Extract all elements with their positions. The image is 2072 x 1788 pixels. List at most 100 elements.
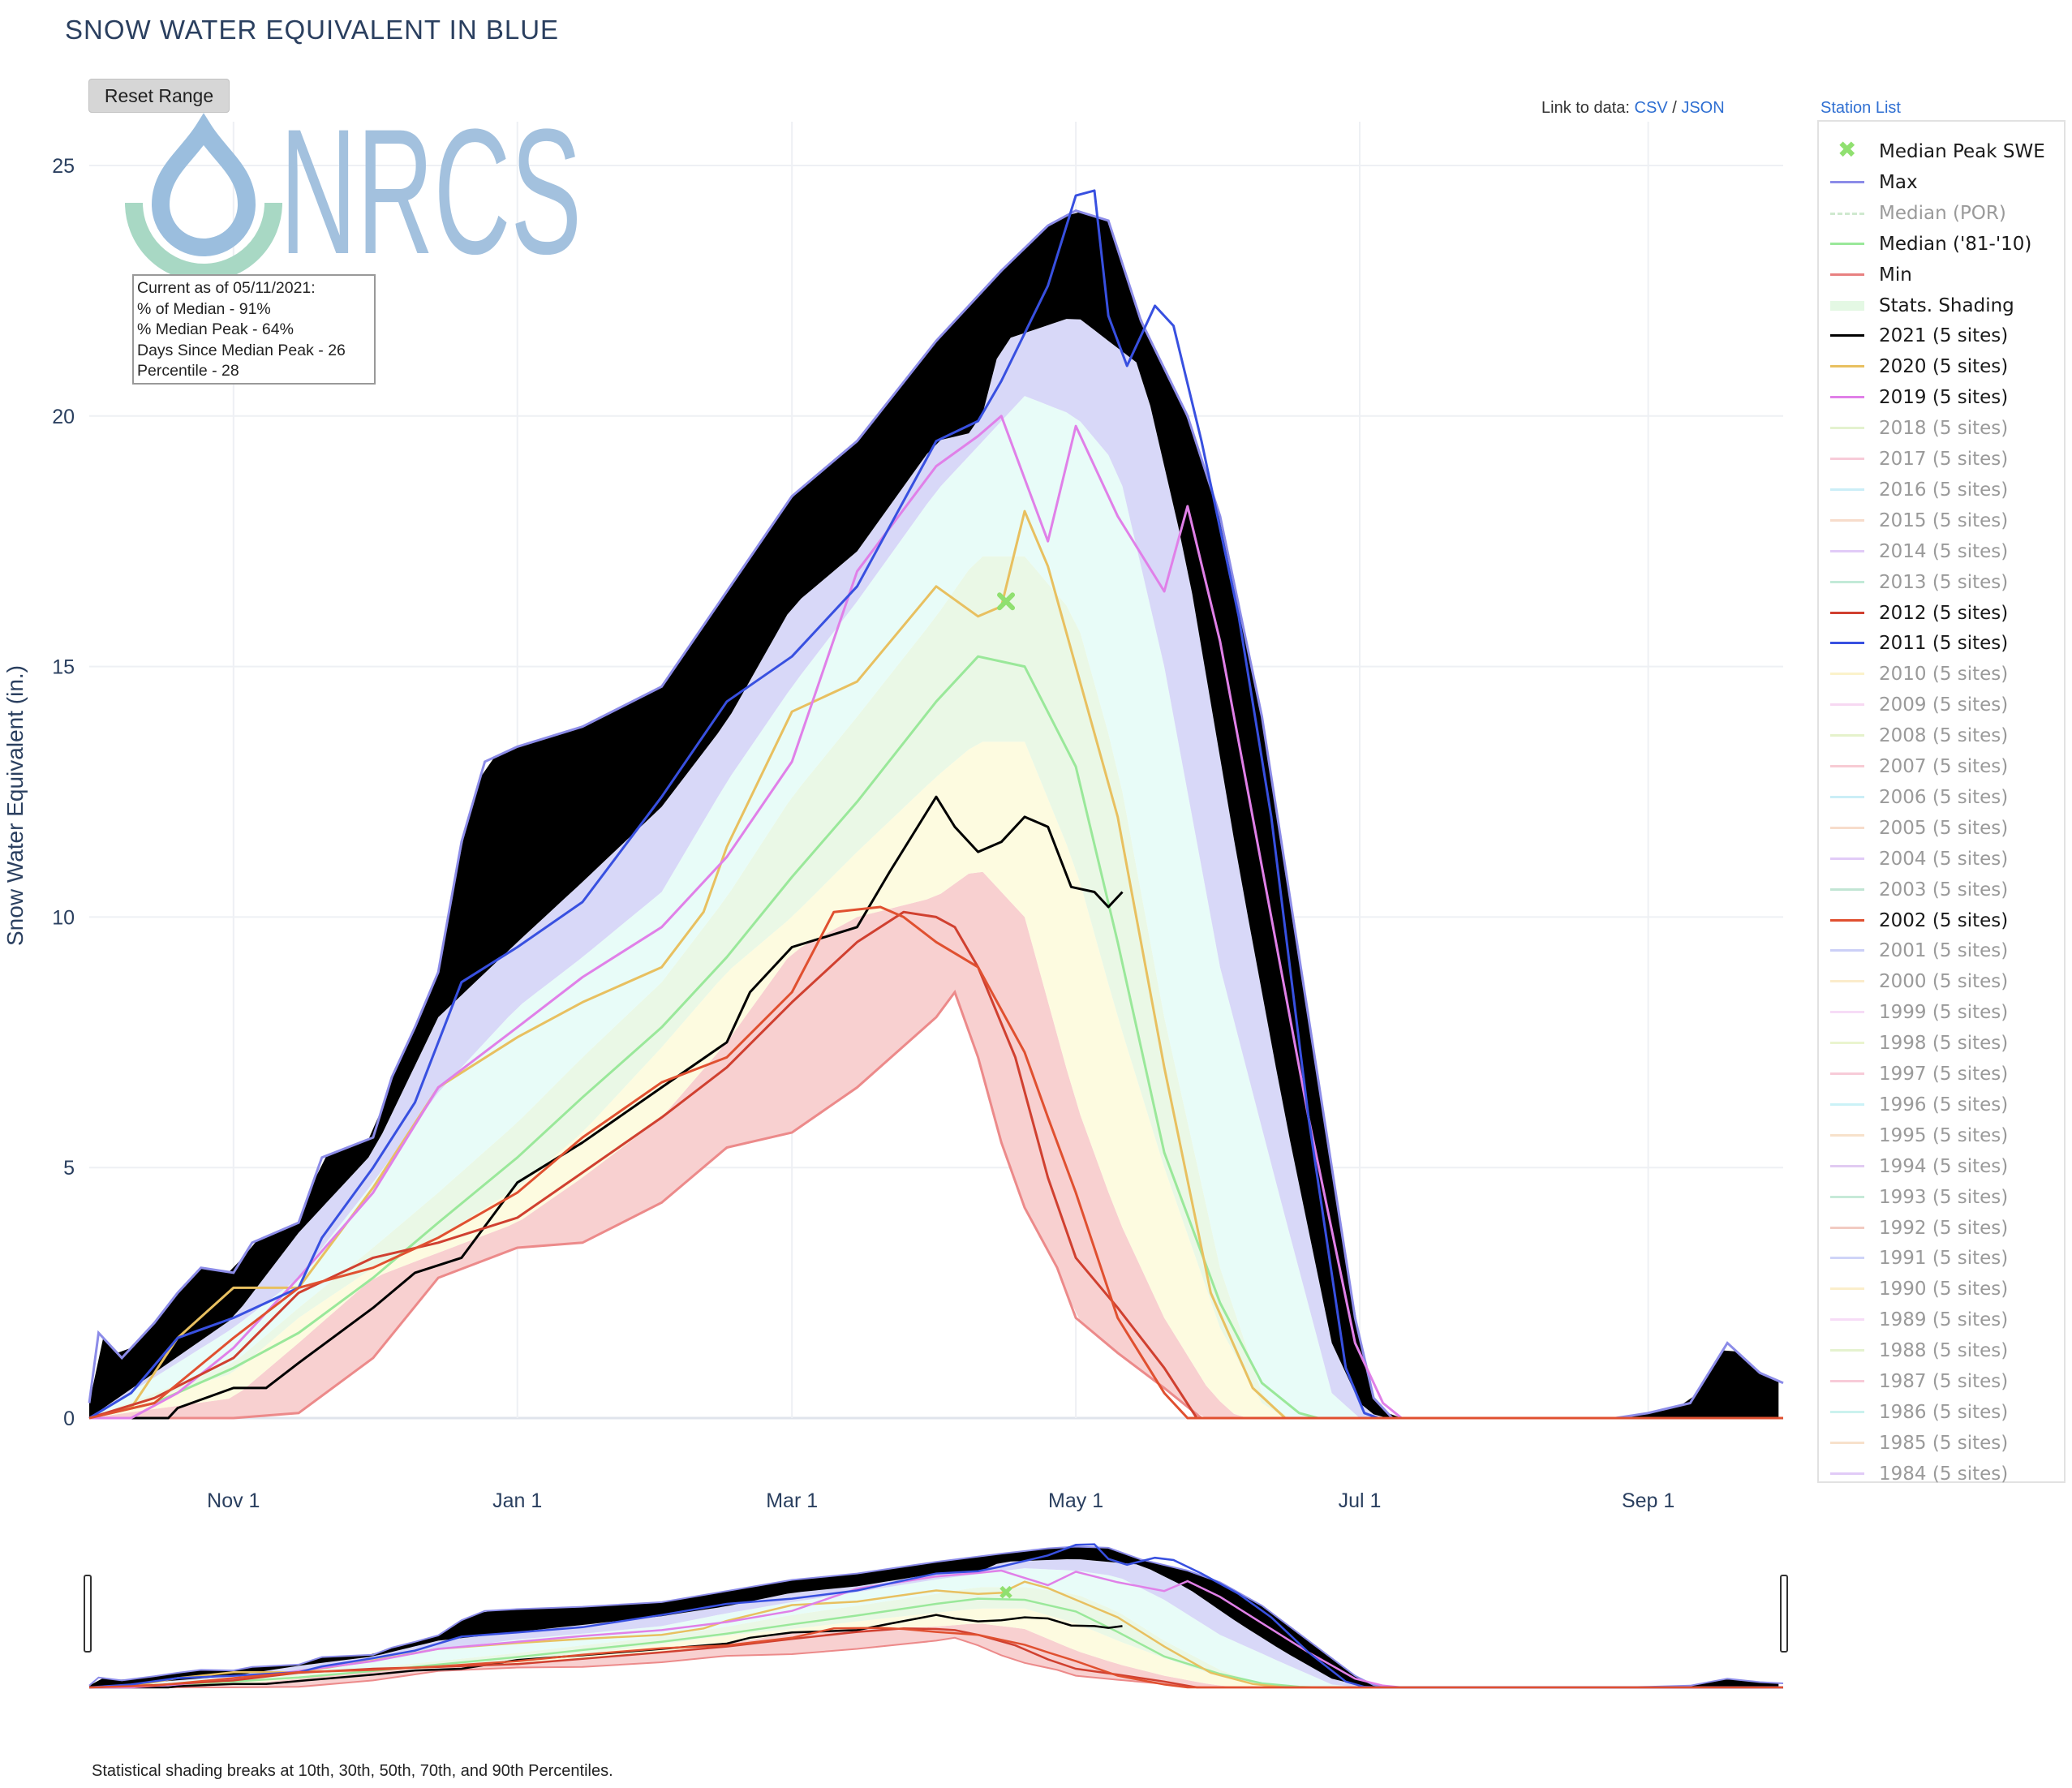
legend-item[interactable]: Median ('81-'10) [1827,229,2031,260]
legend-item[interactable]: 1999 (5 sites) [1827,997,2008,1028]
legend-item[interactable]: 1993 (5 sites) [1827,1182,2008,1213]
legend-label: 2007 (5 sites) [1879,756,2009,777]
shading-band [89,556,1779,1419]
legend-item[interactable]: Stats. Shading [1827,290,2014,321]
legend-item[interactable]: 1986 (5 sites) [1827,1397,2008,1428]
axes: 0 5 10 15 20 25 Nov 1 Jan 1 Mar 1 May 1 Jul 1 Sep 1… [2,155,1674,1512]
x-tick-label: Nov 1 [207,1489,260,1512]
legend-item[interactable]: 1998 (5 sites) [1827,1028,2008,1059]
stats-percentile: Percentile - 28 [137,362,239,380]
legend-symbol [1827,174,1868,191]
legend-label: Median ('81-'10) [1879,233,2032,255]
legend-symbol [1827,943,1868,959]
legend-item[interactable]: 2012 (5 sites) [1827,598,2008,629]
legend-item[interactable]: 1989 (5 sites) [1827,1304,2008,1335]
y-tick-label: 0 [63,1408,75,1430]
legend-item[interactable]: 1990 (5 sites) [1827,1274,2008,1304]
markers [997,592,1016,611]
legend-item[interactable]: Max [1827,167,1918,198]
stats-box: Current as of 05/11/2021: % of Median - … [132,274,376,385]
slider-peak-marker [999,1585,1012,1599]
slider-shading-band [89,1608,1779,1687]
legend-label: 1987 (5 sites) [1879,1371,2009,1392]
csv-link[interactable]: CSV [1634,99,1668,117]
legend-symbol [1827,544,1868,560]
legend-item[interactable]: 2020 (5 sites) [1827,351,2008,382]
footnote: Statistical shading breaks at 10th, 30th… [92,1762,613,1780]
legend-symbol [1827,974,1868,990]
legend-item[interactable]: ✖ Median Peak SWE [1827,136,2045,167]
legend-symbol [1827,913,1868,929]
legend-item[interactable]: 1992 (5 sites) [1827,1213,2008,1244]
legend-item[interactable]: 2009 (5 sites) [1827,690,2008,720]
legend-label: 2006 (5 sites) [1879,786,2009,808]
legend-label: 1990 (5 sites) [1879,1279,2009,1300]
legend-item[interactable]: Median (POR) [1827,198,2006,229]
series-line [89,795,1124,1420]
y-tick-label: 20 [52,406,75,428]
legend-symbol [1827,1035,1868,1051]
logo-arc [125,202,282,282]
legend-item[interactable]: 2006 (5 sites) [1827,782,2008,813]
slider-handle-right[interactable] [1780,1575,1788,1653]
legend-item[interactable]: 1985 (5 sites) [1827,1428,2008,1459]
legend-symbol: ✖ [1838,136,1857,163]
legend-item[interactable]: 1988 (5 sites) [1827,1335,2008,1366]
legend-label: 2013 (5 sites) [1879,571,2009,593]
legend-item[interactable]: Min [1827,260,1912,290]
legend-label: 1994 (5 sites) [1879,1155,2009,1177]
legend-item[interactable]: 2015 (5 sites) [1827,505,2008,536]
legend-item[interactable]: 2001 (5 sites) [1827,935,2008,966]
legend-symbol [1827,359,1868,375]
slider-handle-left[interactable] [84,1575,92,1653]
legend-item[interactable]: 2021 (5 sites) [1827,320,2008,351]
legend-item[interactable]: 1991 (5 sites) [1827,1243,2008,1274]
legend-item[interactable]: 2003 (5 sites) [1827,875,2008,905]
legend-item[interactable]: 2008 (5 sites) [1827,720,2008,751]
slider-series-line [88,1543,1783,1689]
reset-range-button[interactable]: Reset Range [88,79,230,113]
legend-item[interactable]: 2014 (5 sites) [1827,536,2008,567]
legend-symbol [1827,820,1868,836]
legend: ✖ Median Peak SWE Max Median (POR) Median ('… [1817,120,2066,1485]
legend-label: 2011 (5 sites) [1879,633,2009,655]
legend-item[interactable]: 1994 (5 sites) [1827,1151,2008,1182]
legend-item[interactable]: 1995 (5 sites) [1827,1120,2008,1151]
legend-symbol [1827,236,1868,252]
json-link[interactable]: JSON [1681,99,1725,117]
legend-item[interactable]: 1997 (5 sites) [1827,1059,2008,1090]
legend-item[interactable]: 1984 (5 sites) [1827,1459,2008,1489]
legend-label: Median (POR) [1879,202,2006,224]
legend-item[interactable]: 2010 (5 sites) [1827,659,2008,690]
legend-symbol [1827,420,1868,436]
range-slider[interactable] [84,1541,1788,1689]
legend-label: 1995 (5 sites) [1879,1124,2009,1146]
legend-symbol [1827,574,1868,591]
legend-symbol [1827,666,1868,682]
slider-min-line [89,1636,1783,1688]
legend-item[interactable]: 2002 (5 sites) [1827,905,2008,936]
legend-item[interactable]: 2011 (5 sites) [1827,628,2008,659]
legend-item[interactable]: 1996 (5 sites) [1827,1090,2008,1120]
legend-item[interactable]: 2019 (5 sites) [1827,382,2008,413]
legend-item[interactable]: 2017 (5 sites) [1827,444,2008,475]
legend-symbol [1827,205,1868,221]
legend-item[interactable]: 2004 (5 sites) [1827,844,2008,875]
legend-item[interactable]: 2013 (5 sites) [1827,567,2008,598]
legend-label: 1993 (5 sites) [1879,1186,2009,1208]
shading-band [89,396,1779,1419]
legend-symbol [1827,697,1868,713]
legend-item[interactable]: 2018 (5 sites) [1827,413,2008,444]
station-list-link[interactable]: Station List [1821,99,1901,117]
stats-shading [89,212,1779,1419]
shading-band [89,319,1779,1419]
legend-item[interactable]: 2005 (5 sites) [1827,813,2008,844]
legend-item[interactable]: 1987 (5 sites) [1827,1366,2008,1397]
legend-item[interactable]: 2007 (5 sites) [1827,751,2008,782]
legend-item[interactable]: 2016 (5 sites) [1827,475,2008,505]
slider-series-line [89,1614,1123,1689]
legend-label: Min [1879,264,1912,286]
legend-item[interactable]: 2000 (5 sites) [1827,966,2008,997]
legend-symbol [1827,1220,1868,1236]
